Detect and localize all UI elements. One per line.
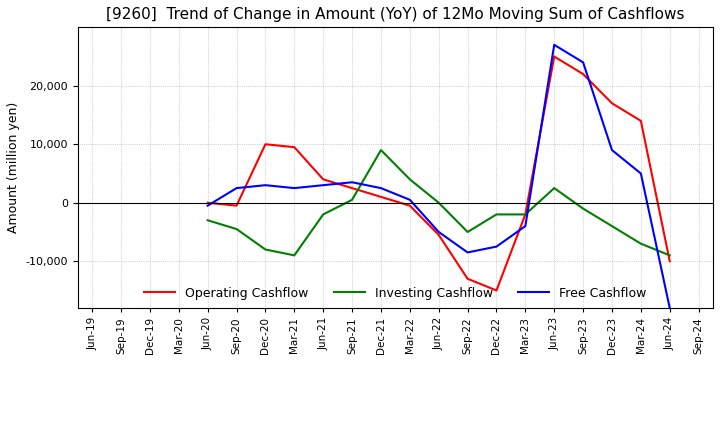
Operating Cashflow <box>203 200 212 205</box>
Investing Cashflow <box>636 241 645 246</box>
Operating Cashflow <box>290 144 299 150</box>
Line: Operating Cashflow: Operating Cashflow <box>207 56 670 290</box>
Investing Cashflow <box>203 218 212 223</box>
Investing Cashflow <box>348 197 356 202</box>
Investing Cashflow <box>579 206 588 211</box>
Free Cashflow <box>636 171 645 176</box>
Line: Free Cashflow: Free Cashflow <box>207 45 670 308</box>
Free Cashflow <box>319 183 328 188</box>
Investing Cashflow <box>608 224 616 229</box>
Operating Cashflow <box>665 259 674 264</box>
Investing Cashflow <box>261 247 270 252</box>
Free Cashflow <box>665 305 674 311</box>
Operating Cashflow <box>405 203 414 208</box>
Investing Cashflow <box>290 253 299 258</box>
Operating Cashflow <box>463 276 472 282</box>
Investing Cashflow <box>434 200 443 205</box>
Free Cashflow <box>579 60 588 65</box>
Investing Cashflow <box>492 212 501 217</box>
Investing Cashflow <box>550 186 559 191</box>
Free Cashflow <box>261 183 270 188</box>
Operating Cashflow <box>233 203 241 208</box>
Free Cashflow <box>405 197 414 202</box>
Operating Cashflow <box>492 288 501 293</box>
Y-axis label: Amount (million yen): Amount (million yen) <box>7 102 20 233</box>
Operating Cashflow <box>261 142 270 147</box>
Investing Cashflow <box>319 212 328 217</box>
Free Cashflow <box>203 203 212 208</box>
Investing Cashflow <box>521 212 530 217</box>
Operating Cashflow <box>636 118 645 124</box>
Investing Cashflow <box>233 227 241 232</box>
Title: [9260]  Trend of Change in Amount (YoY) of 12Mo Moving Sum of Cashflows: [9260] Trend of Change in Amount (YoY) o… <box>106 7 685 22</box>
Free Cashflow <box>521 224 530 229</box>
Operating Cashflow <box>348 186 356 191</box>
Operating Cashflow <box>377 194 385 199</box>
Operating Cashflow <box>521 212 530 217</box>
Free Cashflow <box>348 180 356 185</box>
Operating Cashflow <box>579 71 588 77</box>
Line: Investing Cashflow: Investing Cashflow <box>207 150 670 255</box>
Investing Cashflow <box>377 147 385 153</box>
Operating Cashflow <box>319 177 328 182</box>
Free Cashflow <box>290 186 299 191</box>
Free Cashflow <box>434 229 443 235</box>
Operating Cashflow <box>608 101 616 106</box>
Free Cashflow <box>608 147 616 153</box>
Legend: Operating Cashflow, Investing Cashflow, Free Cashflow: Operating Cashflow, Investing Cashflow, … <box>139 282 652 304</box>
Operating Cashflow <box>550 54 559 59</box>
Free Cashflow <box>233 186 241 191</box>
Investing Cashflow <box>665 253 674 258</box>
Investing Cashflow <box>405 177 414 182</box>
Investing Cashflow <box>463 229 472 235</box>
Free Cashflow <box>463 250 472 255</box>
Operating Cashflow <box>434 232 443 238</box>
Free Cashflow <box>492 244 501 249</box>
Free Cashflow <box>550 42 559 48</box>
Free Cashflow <box>377 186 385 191</box>
